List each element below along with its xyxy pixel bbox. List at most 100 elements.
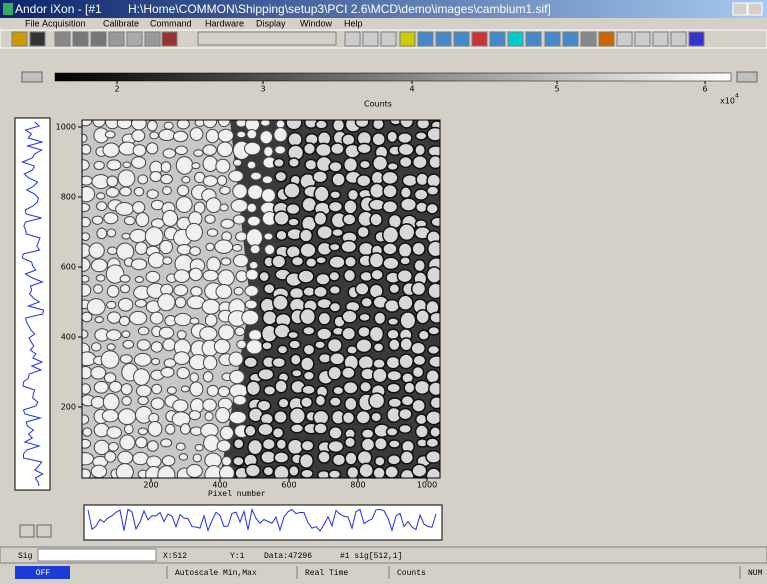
cell [314, 340, 326, 350]
colorbar-scroll-right[interactable] [736, 71, 758, 83]
toolbar-button[interactable] [344, 31, 361, 47]
cell [215, 158, 231, 174]
toolbar-button[interactable] [598, 31, 615, 47]
cell [425, 410, 440, 426]
cell [102, 142, 120, 158]
cell [411, 154, 428, 170]
cell [387, 317, 400, 327]
menu-item[interactable]: File [25, 18, 40, 28]
cell [304, 257, 318, 269]
toolbar-button[interactable] [417, 31, 434, 47]
toolbar-button[interactable] [489, 31, 506, 47]
cell [82, 438, 92, 449]
zoom-button[interactable] [19, 524, 35, 538]
cell [146, 455, 162, 469]
cell [135, 436, 148, 449]
toolbar-button[interactable] [580, 31, 597, 47]
cell [427, 325, 440, 336]
toolbar-button[interactable] [544, 31, 561, 47]
cell [360, 437, 376, 452]
toolbar-button[interactable] [144, 31, 161, 47]
maximize-button[interactable] [747, 2, 763, 16]
toolbar-button[interactable] [380, 31, 397, 47]
toolbar-button[interactable] [525, 31, 542, 47]
cell [299, 242, 317, 259]
toolbar-button[interactable] [634, 31, 651, 47]
toolbar-button[interactable] [453, 31, 470, 47]
menu-item[interactable]: Command [150, 18, 192, 28]
toolbar-button[interactable] [652, 31, 669, 47]
colorbar-tick-label: 4 [409, 85, 414, 94]
cell [355, 409, 371, 425]
toolbar-button[interactable] [562, 31, 579, 47]
cell [304, 158, 318, 171]
toolbar-button[interactable] [29, 31, 46, 47]
cell [374, 455, 386, 467]
cell [189, 317, 200, 325]
cell [216, 439, 232, 453]
cell [397, 242, 413, 259]
y-tick-label: 800 [61, 193, 76, 202]
cell [258, 270, 270, 283]
cell [315, 255, 327, 265]
toolbar-button[interactable] [435, 31, 452, 47]
menu-item[interactable]: Hardware [205, 18, 244, 28]
cell [204, 313, 218, 327]
toolbar-button[interactable] [161, 31, 178, 47]
menu-item[interactable]: Calibrate [103, 18, 139, 28]
toolbar-button[interactable] [471, 31, 488, 47]
image-frame [81, 119, 441, 479]
cell [90, 366, 107, 380]
colorbar-scroll-left[interactable] [21, 71, 43, 83]
acquisition-state [15, 566, 70, 579]
toolbar-combo[interactable] [197, 31, 337, 46]
cell [213, 338, 231, 355]
toolbar-button[interactable] [72, 31, 89, 47]
pan-button[interactable] [36, 524, 52, 538]
cell [228, 169, 244, 183]
cell [107, 442, 119, 452]
cell [276, 344, 289, 355]
cell [189, 127, 204, 141]
cell [299, 356, 315, 372]
toolbar-button[interactable] [688, 31, 705, 47]
cell [245, 339, 263, 355]
cell [356, 142, 372, 155]
toolbar-button[interactable] [507, 31, 524, 47]
menu-item[interactable]: Window [300, 18, 333, 28]
horizontal-profile-trace [87, 507, 437, 533]
toolbar-button[interactable] [90, 31, 107, 47]
cell [327, 469, 342, 478]
cell [371, 132, 386, 147]
minimize-button[interactable] [732, 2, 748, 16]
cell [150, 341, 163, 353]
toolbar-button[interactable] [670, 31, 687, 47]
toolbar-button[interactable] [616, 31, 633, 47]
toolbar-button[interactable] [399, 31, 416, 47]
cell [327, 365, 343, 381]
toolbar-button[interactable] [362, 31, 379, 47]
cell [313, 211, 328, 227]
cell [261, 188, 276, 203]
cell [215, 284, 233, 300]
cell [158, 128, 176, 142]
menu-item[interactable]: Acquisition [42, 18, 86, 28]
signal-field[interactable] [37, 548, 157, 562]
toolbar-button[interactable] [126, 31, 143, 47]
menu-item[interactable]: Display [256, 18, 286, 28]
menu-item[interactable]: Help [344, 18, 363, 28]
cell [386, 382, 402, 394]
toolbar-button[interactable] [54, 31, 71, 47]
cell [247, 215, 261, 227]
toolbar-button[interactable] [108, 31, 125, 47]
cell [430, 216, 440, 228]
cell [119, 284, 131, 294]
title-bar [0, 0, 767, 18]
cell [180, 385, 190, 393]
cell [178, 453, 189, 461]
toolbar-button[interactable] [11, 31, 28, 47]
cell [356, 225, 370, 239]
cell [135, 212, 150, 228]
cell [396, 268, 413, 284]
cell [189, 372, 199, 383]
